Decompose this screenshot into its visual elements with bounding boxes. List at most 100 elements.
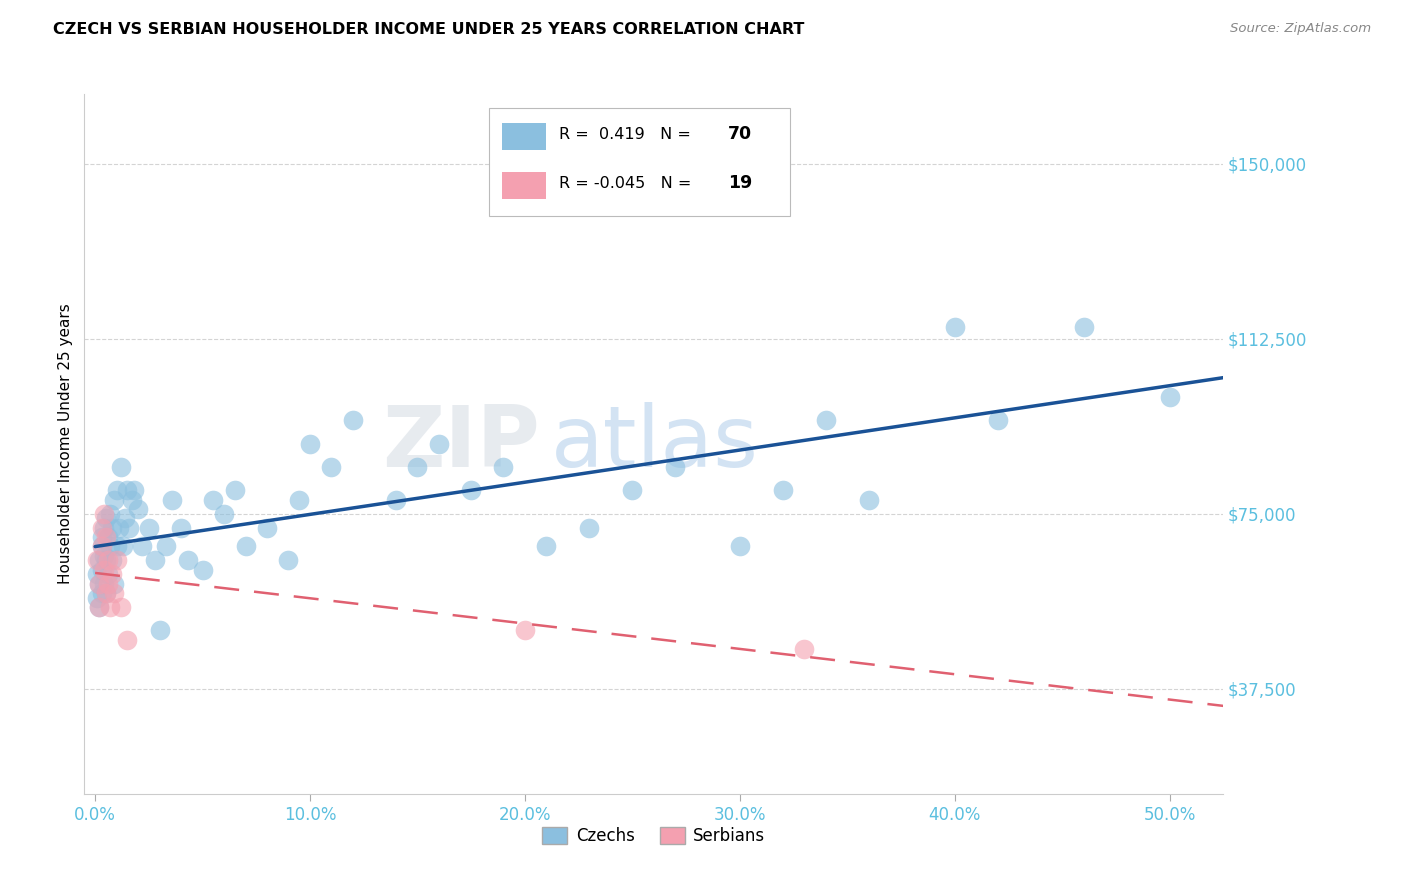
Point: [103, 492, 125, 507]
Point: [86, 553, 108, 567]
Text: Source: ZipAtlas.com: Source: ZipAtlas.com: [1230, 22, 1371, 36]
Point: [86, 591, 108, 605]
Point: [93, 576, 115, 591]
Point: [89, 600, 111, 615]
Point: [212, 507, 235, 521]
Point: [97, 530, 120, 544]
Point: [321, 460, 343, 475]
Point: [664, 460, 686, 475]
Point: [94, 530, 117, 544]
Point: [98, 507, 121, 521]
Point: [578, 521, 600, 535]
Point: [93, 563, 115, 577]
Point: [138, 521, 160, 535]
Point: [90, 540, 112, 554]
Point: [385, 492, 408, 507]
Point: [191, 563, 214, 577]
Point: [98, 600, 121, 615]
FancyBboxPatch shape: [502, 172, 546, 199]
Text: CZECH VS SERBIAN HOUSEHOLDER INCOME UNDER 25 YEARS CORRELATION CHART: CZECH VS SERBIAN HOUSEHOLDER INCOME UNDE…: [53, 22, 804, 37]
Point: [101, 553, 124, 567]
Point: [460, 483, 482, 498]
Point: [117, 632, 139, 647]
Point: [94, 586, 117, 600]
Text: R = -0.045   N =: R = -0.045 N =: [560, 176, 697, 191]
Point: [114, 511, 136, 525]
Point: [89, 576, 111, 591]
Point: [155, 540, 177, 554]
Point: [256, 521, 278, 535]
Point: [728, 540, 751, 554]
Point: [97, 553, 120, 567]
Point: [224, 483, 246, 498]
Point: [94, 586, 117, 600]
Point: [176, 553, 198, 567]
Point: [298, 436, 321, 450]
Point: [90, 521, 112, 535]
Point: [131, 540, 153, 554]
Point: [148, 624, 170, 638]
Point: [90, 530, 112, 544]
Point: [94, 553, 117, 567]
Point: [89, 553, 111, 567]
Point: [1159, 390, 1181, 404]
Point: [101, 521, 124, 535]
Point: [117, 483, 139, 498]
Point: [93, 549, 115, 563]
Point: [86, 567, 108, 582]
Point: [105, 553, 128, 567]
Point: [97, 567, 120, 582]
Point: [288, 492, 311, 507]
Point: [93, 507, 115, 521]
Point: [235, 540, 257, 554]
Legend: Czechs, Serbians: Czechs, Serbians: [536, 821, 772, 852]
Point: [105, 540, 128, 554]
Point: [170, 521, 193, 535]
Point: [90, 563, 112, 577]
Point: [93, 521, 115, 535]
Point: [427, 436, 450, 450]
Point: [94, 511, 117, 525]
Point: [943, 320, 966, 334]
Point: [122, 483, 145, 498]
Point: [492, 460, 515, 475]
Point: [103, 576, 125, 591]
Point: [987, 413, 1010, 427]
Point: [90, 540, 112, 554]
Y-axis label: Householder Income Under 25 years: Householder Income Under 25 years: [58, 303, 73, 584]
Text: 70: 70: [728, 125, 752, 144]
Point: [107, 521, 129, 535]
Point: [110, 600, 132, 615]
Point: [118, 521, 141, 535]
Point: [772, 483, 794, 498]
Point: [162, 492, 184, 507]
Text: R =  0.419   N =: R = 0.419 N =: [560, 127, 696, 142]
Point: [127, 502, 149, 516]
Point: [121, 492, 143, 507]
Point: [406, 460, 429, 475]
Point: [89, 600, 111, 615]
Point: [112, 540, 135, 554]
Point: [89, 576, 111, 591]
Point: [793, 642, 815, 657]
Point: [621, 483, 644, 498]
Point: [342, 413, 364, 427]
Point: [1073, 320, 1095, 334]
Text: 19: 19: [728, 174, 752, 193]
Text: atlas: atlas: [551, 402, 759, 485]
Point: [277, 553, 299, 567]
Point: [513, 624, 536, 638]
Point: [105, 483, 128, 498]
Point: [202, 492, 225, 507]
Point: [143, 553, 166, 567]
Point: [536, 540, 558, 554]
Point: [110, 460, 132, 475]
Text: ZIP: ZIP: [382, 402, 540, 485]
Point: [103, 586, 125, 600]
Point: [97, 576, 120, 591]
Point: [858, 492, 880, 507]
Point: [98, 540, 121, 554]
Point: [814, 413, 837, 427]
FancyBboxPatch shape: [502, 123, 546, 150]
FancyBboxPatch shape: [489, 108, 790, 216]
